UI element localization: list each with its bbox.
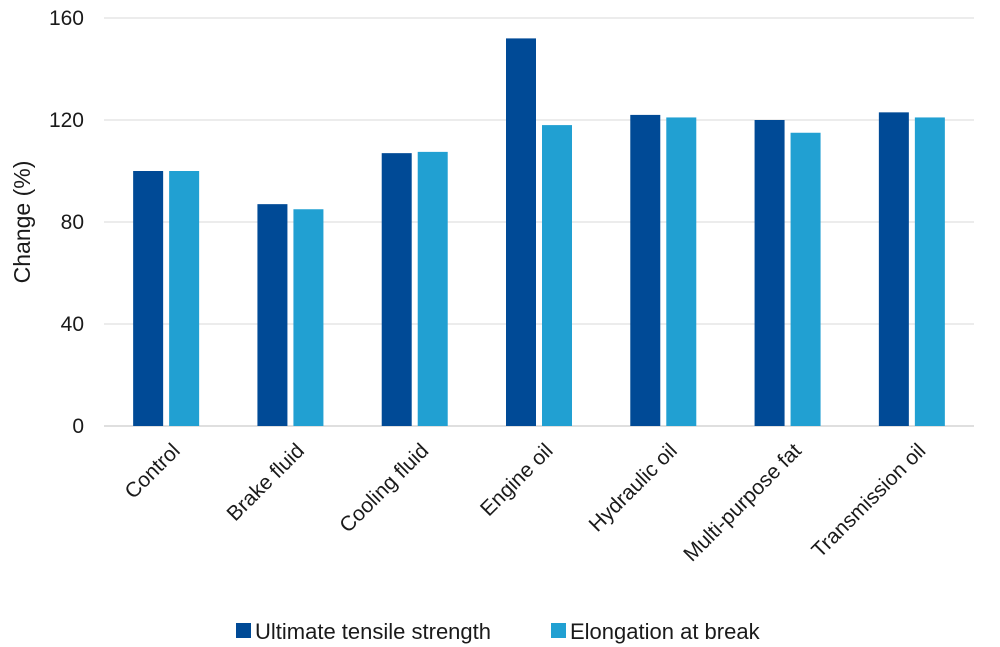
bar-elongation-at-break — [293, 209, 324, 426]
bar-ultimate-tensile-strength — [133, 171, 164, 426]
y-tick-label: 40 — [61, 313, 84, 336]
bar-ultimate-tensile-strength — [878, 112, 909, 426]
y-axis-ticks: 0 40 80 120 160 — [49, 7, 84, 438]
x-tick-label: Transmission oil — [807, 439, 930, 562]
y-tick-label: 80 — [61, 211, 84, 234]
x-tick-label: Cooling fluid — [335, 439, 433, 537]
x-tick-label: Hydraulic oil — [585, 439, 682, 536]
bar-elongation-at-break — [790, 132, 821, 426]
x-tick-label: Engine oil — [476, 439, 557, 520]
y-tick-label: 160 — [49, 7, 84, 30]
legend-swatch — [236, 623, 251, 638]
y-axis-title: Change (%) — [9, 161, 35, 284]
bar-ultimate-tensile-strength — [381, 153, 412, 426]
gridlines — [104, 17, 974, 427]
y-tick-label: 120 — [49, 109, 84, 132]
legend: Ultimate tensile strength Elongation at b… — [236, 619, 761, 644]
y-tick-label: 0 — [72, 415, 84, 438]
legend-label: Elongation at break — [570, 619, 761, 644]
bar-ultimate-tensile-strength — [257, 204, 288, 426]
x-tick-label: Multi-purpose fat — [679, 439, 806, 566]
bar-ultimate-tensile-strength — [754, 120, 785, 426]
x-tick-label: Brake fluid — [223, 439, 309, 525]
bar-elongation-at-break — [542, 125, 572, 426]
bar-elongation-at-break — [417, 151, 448, 426]
legend-label: Ultimate tensile strength — [255, 619, 491, 644]
bars — [133, 38, 945, 427]
x-axis-labels: Control Brake fluid Cooling fluid Engine oi… — [121, 439, 931, 566]
bar-elongation-at-break — [169, 171, 200, 426]
bar-ultimate-tensile-strength — [506, 38, 536, 427]
legend-swatch — [551, 623, 566, 638]
x-tick-label: Control — [121, 439, 185, 503]
bar-elongation-at-break — [666, 117, 697, 426]
bar-elongation-at-break — [914, 117, 945, 426]
bar-ultimate-tensile-strength — [630, 114, 661, 427]
